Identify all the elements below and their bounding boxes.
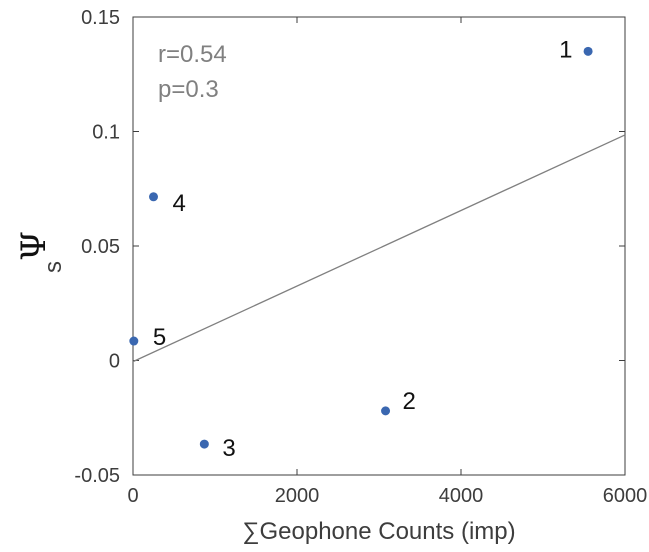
x-tick-label: 4000 bbox=[439, 485, 484, 507]
y-tick-label: -0.05 bbox=[74, 465, 120, 487]
fit-line-group bbox=[132, 134, 626, 363]
data-point bbox=[583, 46, 593, 56]
y-tick-label: 0.05 bbox=[81, 236, 120, 258]
x-ticks: 0 2000 4000 6000 bbox=[127, 17, 647, 507]
y-tick-label: 0.1 bbox=[92, 122, 120, 144]
point-label: 3 bbox=[222, 435, 235, 462]
x-tick-label: 6000 bbox=[603, 485, 648, 507]
point-label: 1 bbox=[559, 36, 572, 63]
y-ticks: -0.05 0 0.05 0.1 0.15 bbox=[74, 7, 625, 487]
fit-line bbox=[132, 134, 626, 363]
data-point bbox=[129, 336, 139, 346]
x-tick-label: 2000 bbox=[275, 485, 320, 507]
point-label: 2 bbox=[403, 388, 416, 415]
point-label: 4 bbox=[173, 190, 186, 217]
annotation-r: r=0.54 bbox=[158, 41, 227, 68]
y-axis-label: Ψ s bbox=[14, 231, 67, 273]
data-points: 1 2 3 4 5 bbox=[129, 36, 593, 462]
point-label: 5 bbox=[153, 324, 166, 351]
y-axis-label-symbol: Ψ bbox=[14, 231, 54, 261]
x-tick-label: 0 bbox=[127, 485, 138, 507]
y-axis-label-subscript: s bbox=[40, 261, 67, 273]
annotation-p: p=0.3 bbox=[158, 76, 219, 103]
x-axis-label: ∑Geophone Counts (imp) bbox=[242, 518, 515, 545]
data-point bbox=[199, 439, 209, 449]
y-tick-label: 0 bbox=[109, 351, 120, 373]
data-point bbox=[149, 192, 158, 202]
data-point bbox=[381, 406, 391, 416]
y-tick-label: 0.15 bbox=[81, 7, 120, 29]
